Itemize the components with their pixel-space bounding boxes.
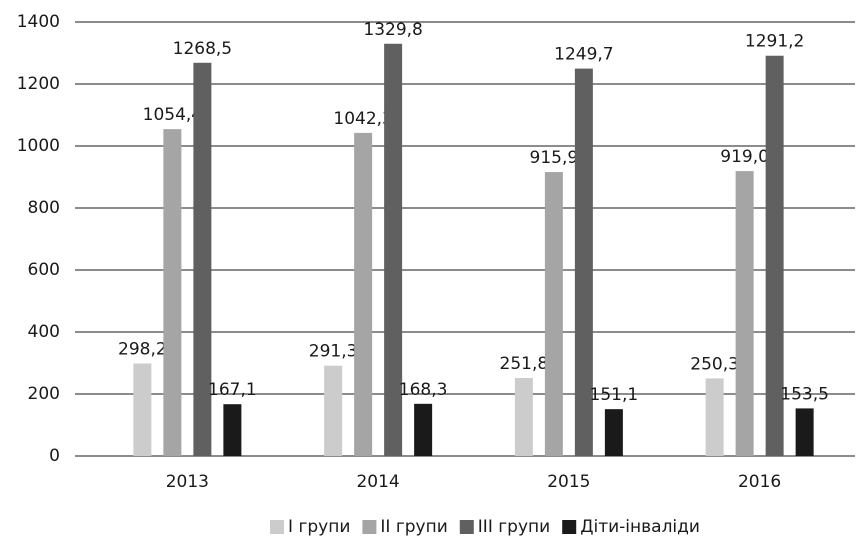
bar <box>735 171 754 457</box>
value-label: 151,1 <box>590 385 639 405</box>
bar <box>574 68 593 456</box>
value-label: 1249,7 <box>554 45 613 65</box>
legend-label: ІІІ групи <box>478 517 550 537</box>
value-label: 168,3 <box>399 380 448 400</box>
value-label: 915,9 <box>530 148 579 168</box>
y-tick-label: 1200 <box>17 74 60 94</box>
bar <box>354 132 373 456</box>
legend-swatch <box>362 520 377 534</box>
bar <box>705 378 724 456</box>
y-tick-label: 800 <box>28 198 60 218</box>
value-label: 1291,2 <box>745 32 804 52</box>
value-label: 1042,3 <box>333 109 392 129</box>
y-tick-label: 200 <box>28 384 60 404</box>
bar <box>384 43 403 457</box>
y-tick-label: 600 <box>28 260 60 280</box>
x-tick-label: 2015 <box>547 472 590 492</box>
y-tick-label: 1000 <box>17 136 60 156</box>
legend-swatch <box>270 520 285 534</box>
value-label: 250,3 <box>690 354 739 374</box>
x-tick-label: 2013 <box>166 472 209 492</box>
bar <box>193 62 212 456</box>
bar <box>223 404 242 456</box>
bar <box>765 55 784 457</box>
x-tick-label: 2014 <box>356 472 399 492</box>
value-label: 1268,5 <box>173 39 232 59</box>
legend-label: І групи <box>288 517 350 537</box>
bar <box>163 129 182 457</box>
bar <box>544 172 563 457</box>
bar <box>795 408 814 456</box>
bar <box>414 403 433 456</box>
value-label: 1329,8 <box>363 20 422 40</box>
bar <box>604 409 623 456</box>
bar <box>324 365 343 456</box>
value-label: 298,2 <box>118 340 167 360</box>
legend-swatch <box>459 520 474 534</box>
y-tick-label: 0 <box>49 446 60 466</box>
bar <box>514 377 533 456</box>
value-label: 1054,4 <box>143 105 202 125</box>
legend-label: ІІ групи <box>380 517 447 537</box>
value-label: 919,0 <box>720 147 769 167</box>
y-tick-label: 400 <box>28 322 60 342</box>
legend-label: Діти-інваліди <box>580 517 700 537</box>
legend: І групи ІІ групи ІІІ групи Діти-інваліди <box>270 517 700 537</box>
bar <box>133 363 152 456</box>
value-label: 167,1 <box>208 380 257 400</box>
value-label: 291,3 <box>309 342 358 362</box>
value-label: 153,5 <box>780 384 829 404</box>
y-tick-label: 1400 <box>17 12 60 32</box>
value-label: 251,8 <box>500 354 549 374</box>
x-tick-label: 2016 <box>738 472 781 492</box>
legend-swatch <box>562 520 577 534</box>
